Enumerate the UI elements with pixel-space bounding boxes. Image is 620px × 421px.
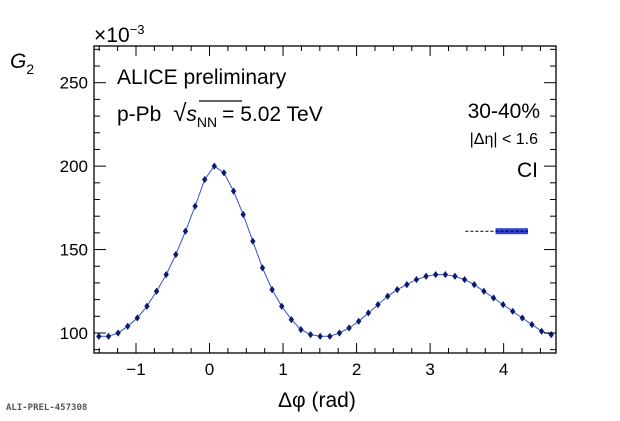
data-point [115, 329, 121, 337]
y-axis-exponent: ×10−3 [94, 22, 144, 47]
preliminary-figure-id: ALI-PREL-457308 [6, 403, 88, 413]
data-point [202, 175, 208, 184]
data-point [481, 287, 487, 295]
data-point [307, 331, 314, 339]
data-point [394, 285, 400, 294]
data-point [144, 302, 150, 310]
x-axis-title: Δφ (rad) [278, 389, 356, 412]
data-point [519, 314, 526, 322]
data-point [336, 329, 343, 337]
data-point [471, 280, 477, 289]
x-tick-label: 0 [205, 360, 214, 379]
data-point [240, 210, 246, 219]
data-point [490, 294, 497, 302]
annotation-experiment: ALICE preliminary [117, 66, 287, 89]
data-point [105, 332, 112, 340]
data-point [509, 307, 516, 315]
data-point [163, 270, 169, 279]
y-tick-label: 100 [60, 324, 88, 343]
data-point [124, 322, 131, 330]
data-point [327, 332, 333, 340]
data-point [500, 301, 506, 309]
data-point [298, 326, 304, 334]
data-point [221, 169, 227, 177]
x-tick-label: 3 [425, 360, 434, 379]
data-point [548, 331, 554, 339]
annotation-charge: CI [517, 159, 538, 182]
data-point [404, 280, 410, 289]
data-point [365, 309, 372, 317]
plot-frame [93, 45, 557, 354]
data-point [529, 321, 535, 329]
data-point [461, 275, 468, 284]
x-tick-label: 1 [278, 360, 287, 379]
data-point [211, 162, 217, 170]
data-point [375, 301, 381, 309]
y-axis-title: G2 [10, 50, 34, 77]
x-tick-label: 2 [352, 360, 361, 379]
data-point [356, 317, 362, 325]
y-tick-label: 250 [60, 74, 88, 93]
data-point [423, 272, 429, 280]
annotation-centrality: 30-40% [468, 100, 540, 123]
data-point [442, 270, 449, 279]
data-point [433, 270, 439, 279]
data-point [230, 187, 237, 195]
data-point [269, 285, 275, 294]
data-point [346, 324, 352, 332]
series-line [98, 165, 552, 337]
data-point [288, 316, 295, 324]
data-point [182, 227, 189, 235]
data-point [250, 237, 256, 245]
data-point [538, 327, 545, 335]
data-point [153, 287, 160, 295]
annotation-eta-cut: |Δη| < 1.6 [470, 131, 538, 148]
data-point [192, 202, 198, 210]
data-point [259, 264, 266, 272]
y-tick-label: 150 [60, 241, 88, 260]
data-point [134, 314, 141, 322]
data-point [413, 275, 420, 284]
annotation-system: p-Pb √sNN = 5.02 TeV [117, 100, 323, 130]
x-tick-label: −1 [126, 360, 145, 379]
data-point [96, 332, 102, 340]
y-tick-label: 200 [60, 157, 88, 176]
data-point [317, 332, 323, 340]
data-point [173, 250, 179, 259]
data-point [279, 302, 285, 310]
data-point [384, 292, 391, 300]
data-point [452, 272, 458, 280]
x-tick-label: 4 [499, 360, 508, 379]
